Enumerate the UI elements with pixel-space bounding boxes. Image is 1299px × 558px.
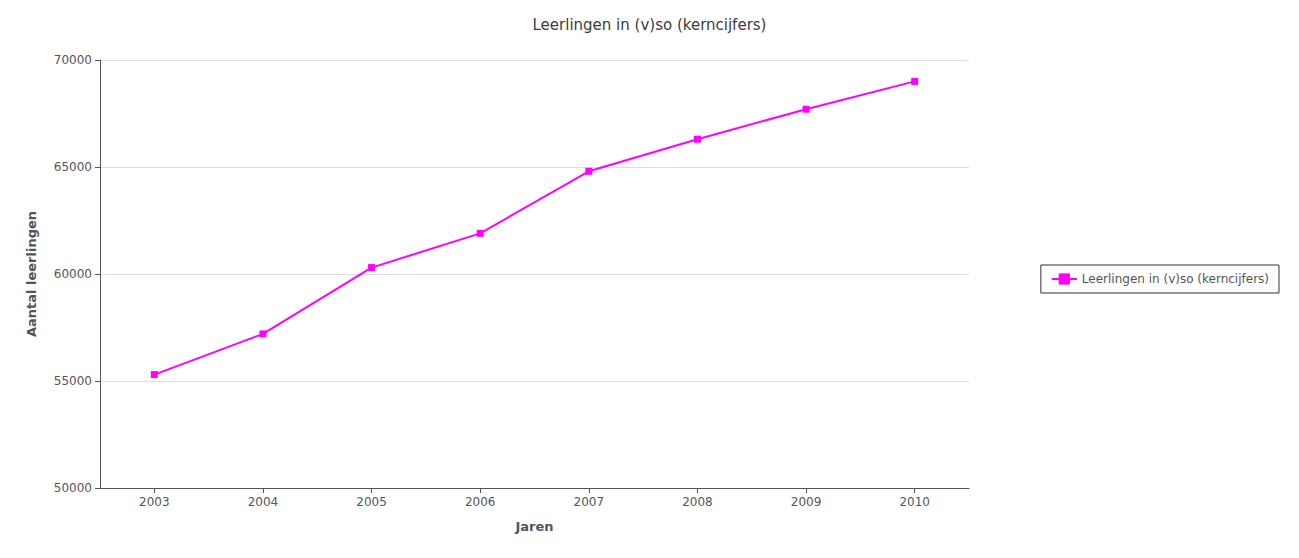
svg-text:Leerlingen in (v)so (kerncijfe: Leerlingen in (v)so (kerncijfers) bbox=[533, 16, 767, 34]
svg-text:2004: 2004 bbox=[248, 495, 279, 509]
svg-text:2006: 2006 bbox=[465, 495, 496, 509]
svg-text:Leerlingen in (v)so (kerncijfe: Leerlingen in (v)so (kerncijfers) bbox=[1082, 272, 1269, 286]
svg-text:50000: 50000 bbox=[54, 481, 92, 495]
svg-text:55000: 55000 bbox=[54, 374, 92, 388]
svg-text:Aantal leerlingen: Aantal leerlingen bbox=[24, 211, 39, 337]
svg-text:2008: 2008 bbox=[682, 495, 713, 509]
svg-text:2003: 2003 bbox=[139, 495, 170, 509]
svg-text:60000: 60000 bbox=[54, 267, 92, 281]
svg-text:70000: 70000 bbox=[54, 53, 92, 67]
svg-text:65000: 65000 bbox=[54, 160, 92, 174]
svg-text:2010: 2010 bbox=[899, 495, 930, 509]
svg-text:2007: 2007 bbox=[574, 495, 605, 509]
svg-text:2005: 2005 bbox=[356, 495, 387, 509]
svg-text:Jaren: Jaren bbox=[514, 519, 553, 534]
svg-text:2009: 2009 bbox=[791, 495, 822, 509]
